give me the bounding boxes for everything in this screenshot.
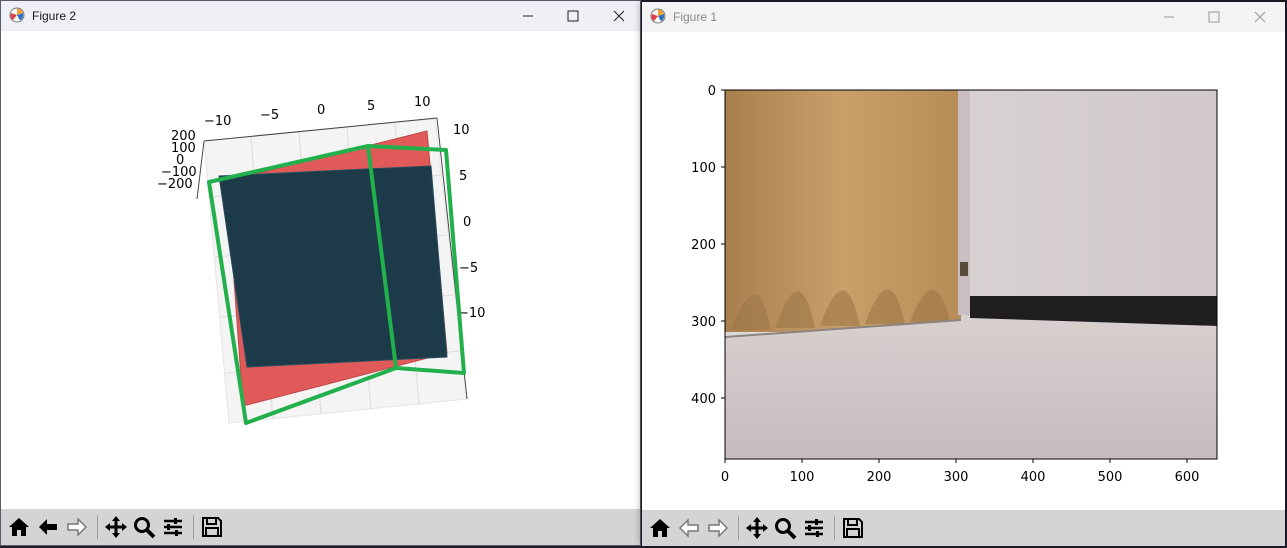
maximize-icon[interactable] [1191,2,1237,32]
figure-2-window: Figure 2 −10 −5 0 [0,0,641,546]
y-tick-label: 400 [691,392,716,407]
x-tick-label: 500 [1098,470,1123,485]
y-tick-label: 10 [453,123,470,138]
figure-1-canvas[interactable]: 0 100 200 300 400 500 600 0 100 200 300 … [642,32,1285,510]
y-tick-label: 0 [708,84,716,99]
window-title: Figure 2 [32,9,77,23]
x-tick-label: −5 [260,108,279,123]
teal-plane-surface [218,165,448,368]
pan-icon[interactable] [104,515,128,539]
maximize-icon[interactable] [550,1,596,31]
zoom-icon[interactable] [773,516,797,540]
image-axes[interactable]: 0 100 200 300 400 500 600 0 100 200 300 … [642,32,1285,510]
figure-2-canvas[interactable]: −10 −5 0 5 10 10 5 0 −5 −10 200 100 0 −1… [1,31,640,509]
pan-icon[interactable] [745,516,769,540]
figure-1-toolbar [642,510,1285,546]
forward-arrow-icon[interactable] [706,516,730,540]
toolbar-separator [738,516,739,540]
x-tick-label: 0 [317,103,325,118]
y-tick-label: −5 [459,261,478,276]
minimize-icon[interactable] [504,1,550,31]
close-icon[interactable] [1237,2,1283,32]
window-title: Figure 1 [673,10,718,24]
z-axis-line [196,140,205,200]
toolbar-separator [193,515,194,539]
green-box-outline [207,144,466,425]
x-tick-label: 400 [1021,470,1046,485]
x-tick-label: 10 [414,95,431,110]
zoom-icon[interactable] [132,515,156,539]
image-axes-frame [724,89,1218,460]
z-tick-label: 200 [171,129,196,144]
configure-subplots-icon[interactable] [161,515,185,539]
y-tick-label: 100 [691,161,716,176]
save-icon[interactable] [841,516,865,540]
y-ticks [721,89,725,399]
back-arrow-icon[interactable] [36,515,60,539]
x-tick-label: 5 [367,99,375,114]
save-icon[interactable] [200,515,224,539]
figure-2-titlebar[interactable]: Figure 2 [1,1,640,31]
z-tick-label: −100 [161,165,197,180]
y-tick-label: −10 [458,306,485,321]
axes-3d[interactable]: −10 −5 0 5 10 10 5 0 −5 −10 200 100 0 −1… [1,31,641,511]
z-tick-label: −200 [157,177,193,192]
z-tick-label: 100 [171,141,196,156]
y-tick-label: 200 [691,238,716,253]
home-icon[interactable] [648,516,672,540]
y-tick-label: 0 [463,215,471,230]
configure-subplots-icon[interactable] [802,516,826,540]
toolbar-separator [834,516,835,540]
toolbar-separator [97,515,98,539]
x-tick-label: 200 [867,470,892,485]
figure-2-toolbar [1,509,640,545]
matplotlib-app-icon [9,7,25,23]
back-arrow-icon[interactable] [677,516,701,540]
home-icon[interactable] [7,515,31,539]
x-axis-line [203,117,438,142]
forward-arrow-icon[interactable] [65,515,89,539]
y-tick-label: 300 [691,315,716,330]
x-tick-label: 300 [944,470,969,485]
figure-1-window: Figure 1 [642,2,1285,546]
z-tick-label: 0 [176,153,184,168]
x-tick-label: 100 [790,470,815,485]
matplotlib-app-icon [650,8,666,24]
minimize-icon[interactable] [1145,2,1191,32]
x-tick-label: −10 [204,114,231,129]
x-ticks [724,459,1188,463]
x-tick-label: 0 [721,470,729,485]
x-tick-label: 600 [1175,470,1200,485]
y-tick-label: 5 [459,169,467,184]
camera-image [724,90,1217,459]
figure-1-titlebar[interactable]: Figure 1 [642,2,1285,32]
close-icon[interactable] [596,1,641,31]
